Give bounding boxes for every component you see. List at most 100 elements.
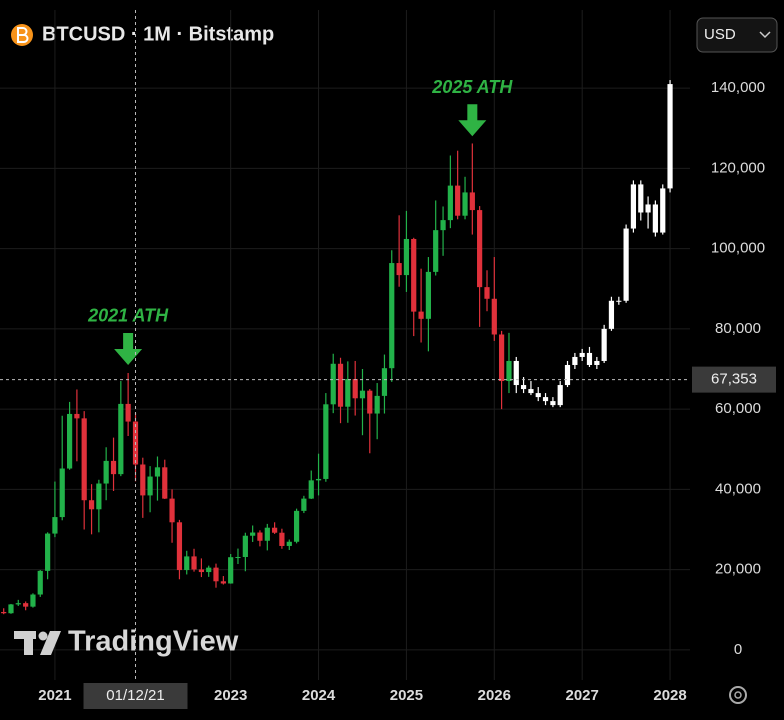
candle-body — [308, 480, 314, 499]
candle-body — [381, 368, 388, 396]
candle-body — [30, 594, 36, 607]
candle-body — [477, 210, 483, 288]
logo-part — [40, 631, 61, 655]
candle-body — [191, 556, 197, 570]
candle-body — [81, 418, 87, 501]
chart-title: BTCUSD · 1M · Bitstamp — [42, 23, 274, 45]
candle-body — [257, 532, 263, 541]
candle-body — [557, 385, 563, 406]
candle-body — [411, 238, 417, 312]
candle-body — [462, 192, 468, 216]
candle-body — [425, 271, 431, 319]
candle-body — [528, 389, 534, 394]
annotation-text: 2025 ATH — [431, 77, 513, 97]
candle-body — [250, 532, 256, 536]
overlay: 0 20,000 40,000 60,000 80,000 100,000 120,000 1… — [0, 10, 776, 709]
grid — [0, 10, 690, 680]
candle-body — [520, 385, 527, 390]
candle-body — [638, 184, 644, 213]
y-tick-label: 40,000 — [715, 480, 761, 497]
y-tick-label: 60,000 — [715, 400, 761, 417]
candle-body — [352, 379, 358, 399]
candle-body — [330, 363, 336, 405]
currency-button[interactable] — [696, 17, 778, 53]
candle-body — [667, 84, 673, 189]
candle-body — [359, 390, 366, 399]
candle-body — [8, 604, 14, 614]
candle-body — [1, 611, 7, 614]
candle-body — [206, 567, 212, 573]
annotation-text: 2021 ATH — [87, 306, 169, 326]
candle-body — [184, 556, 190, 571]
x-tick-label: 2021 — [38, 687, 71, 704]
annotation-arrow — [458, 104, 487, 137]
candle-body — [323, 404, 329, 479]
y-tick-label: 20,000 — [715, 561, 761, 578]
candle-body — [337, 363, 344, 407]
candle-body — [293, 510, 300, 542]
candle-body — [630, 184, 637, 229]
candle-body — [228, 557, 234, 584]
x-tick-label: 2026 — [478, 687, 511, 704]
currency-label[interactable]: USD — [704, 26, 736, 43]
logo-part — [38, 631, 48, 641]
candle-body — [513, 360, 519, 386]
candle-body — [74, 413, 80, 419]
candle-body — [564, 364, 571, 386]
gear[interactable] — [729, 686, 747, 704]
annotation-arrow — [114, 332, 143, 365]
x-tick-label: 2028 — [653, 687, 686, 704]
crosshair-y-label: 67,353 — [711, 371, 757, 388]
candle-body — [616, 300, 622, 302]
candle-body — [652, 204, 658, 233]
candle-body — [96, 483, 102, 510]
crosshair-y-box — [692, 366, 776, 393]
candle-body — [506, 360, 512, 382]
x-tick-label: 2025 — [390, 687, 423, 704]
y-tick-label: 100,000 — [711, 240, 765, 257]
candle-body — [235, 557, 241, 559]
gear-center[interactable] — [734, 691, 742, 699]
candle-body — [660, 188, 666, 233]
x-tick-label: 2024 — [302, 687, 336, 704]
candle-body — [535, 393, 541, 398]
candle-body — [37, 570, 43, 595]
candle-body — [572, 356, 578, 365]
candle-body — [579, 352, 585, 357]
header: BTCUSD · 1M · Bitstamp USD — [11, 17, 778, 53]
candle-body — [374, 395, 380, 414]
crosshair-x-label: 01/12/21 — [106, 687, 164, 704]
candle-body — [103, 460, 109, 484]
candle-body — [162, 467, 168, 499]
plot — [1, 80, 673, 615]
settings-icon[interactable] — [729, 686, 747, 704]
candle-body — [264, 527, 270, 541]
watermark-text: TradingView — [68, 626, 239, 658]
candle-body — [52, 517, 58, 534]
candle-body — [601, 328, 607, 361]
candle-body — [484, 287, 490, 299]
candle-body — [498, 334, 505, 382]
btc-icon-glyph — [17, 27, 29, 43]
candle-body — [623, 228, 629, 301]
candle-body — [594, 360, 600, 365]
logo-part — [24, 631, 33, 655]
candle-body — [315, 478, 322, 481]
candle-body — [433, 230, 439, 272]
candle-body — [279, 532, 285, 546]
candle-body — [440, 220, 446, 231]
candle-body — [542, 397, 549, 402]
candle-body — [469, 192, 475, 211]
candle-body — [213, 567, 219, 582]
watermark: TradingView — [14, 626, 239, 658]
y-tick-label: 120,000 — [711, 159, 765, 176]
x-tick-label: 2023 — [214, 687, 247, 704]
candle-body — [125, 403, 131, 422]
candle-body — [242, 535, 248, 558]
candle-body — [66, 413, 73, 469]
candle-body — [550, 401, 556, 406]
candle-body — [586, 352, 593, 365]
candle-body — [608, 300, 615, 329]
candle-body — [45, 533, 51, 571]
